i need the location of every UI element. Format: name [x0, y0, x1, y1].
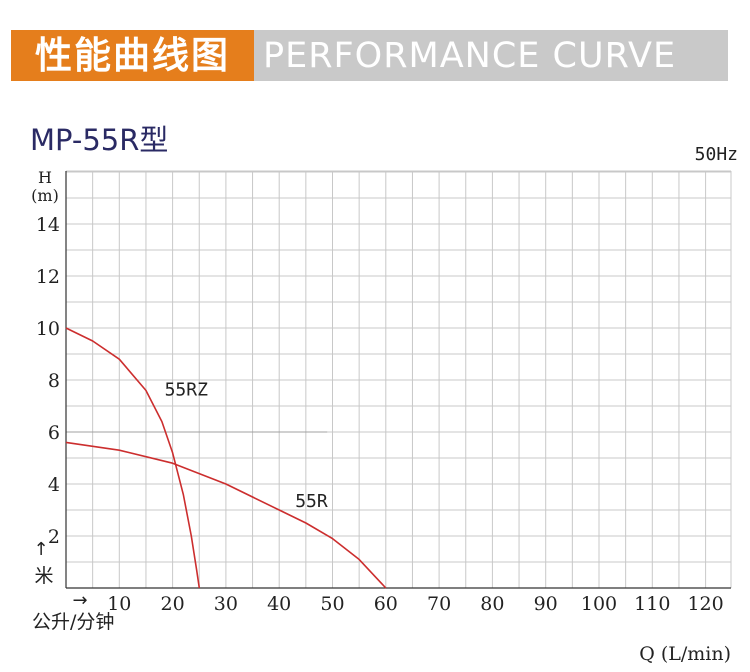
x-axis-label-cn: 公升/分钟: [32, 611, 114, 633]
x-tick-label: 10: [107, 593, 131, 615]
chart-grid: [66, 170, 732, 588]
series-line-55r: [65, 441, 387, 589]
banner-title-cn: 性能曲线图: [11, 30, 254, 81]
chart-ticks: 2 4 6 8 10 12 14 10 20 30 40 50 60 70 80 90 100 110 120: [36, 214, 724, 615]
x-axis-arrow-icon: →: [72, 590, 87, 611]
series-line-55rz: [65, 327, 201, 589]
chart-axes: [65, 171, 731, 589]
x-tick-label: 40: [267, 593, 291, 615]
y-tick-label: 12: [36, 266, 60, 288]
y-tick-label: 2: [48, 526, 60, 548]
x-tick-label: 90: [534, 593, 558, 615]
model-title: MP-55R型: [30, 123, 169, 157]
x-tick-label: 20: [161, 593, 185, 615]
x-axis-label: Q (L/min): [639, 643, 731, 665]
y-axis-unit: (m): [31, 186, 59, 205]
x-tick-label: 70: [427, 593, 451, 615]
y-tick-label: 6: [48, 422, 60, 444]
x-tick-label: 30: [214, 593, 238, 615]
series-label: 55R: [295, 491, 328, 512]
x-tick-label: 50: [320, 593, 344, 615]
chart-series: [65, 327, 387, 589]
banner-title-en: PERFORMANCE CURVE: [263, 36, 677, 76]
y-tick-label: 14: [36, 214, 60, 236]
y-axis-label: H: [38, 168, 52, 187]
x-tick-label: 120: [687, 593, 723, 615]
y-tick-label: 4: [48, 474, 60, 496]
series-label: 55RZ: [165, 379, 209, 400]
frequency-label: 50Hz: [695, 144, 738, 165]
x-tick-label: 110: [634, 593, 670, 615]
y-axis-arrow-icon: ↑: [33, 539, 48, 560]
y-tick-label: 8: [48, 370, 60, 392]
y-tick-label: 10: [36, 318, 60, 340]
x-tick-label: 100: [581, 593, 617, 615]
x-tick-label: 60: [374, 593, 398, 615]
chart-labels: 55RZ 55R H(m) ↑ 米 →公升/分钟 Q (L/min) 50Hz: [31, 144, 738, 665]
header-banner: 性能曲线图 PERFORMANCE CURVE: [11, 30, 728, 81]
x-tick-label: 80: [480, 593, 504, 615]
y-axis-label-cn: 米: [34, 565, 53, 587]
